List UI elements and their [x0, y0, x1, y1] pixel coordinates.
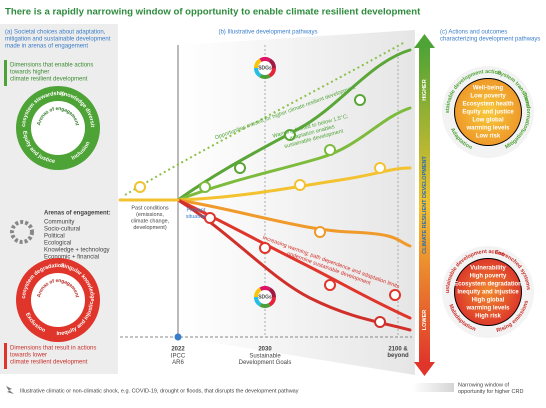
lower-label: Dimensions that result in actions: [10, 346, 96, 352]
pathway-node: [354, 94, 366, 106]
past-conditions: Past conditions: [131, 205, 169, 211]
outcome: Ecosystem health: [462, 102, 513, 108]
window-note: opportunity for higher CRD: [458, 389, 523, 395]
ring-label-path: Transformation: [520, 92, 531, 133]
arenas-heading: Arenas of engagement:: [44, 211, 111, 217]
panel-c-heading: (c) Actions and outcomes: [440, 30, 507, 36]
arena: Community: [44, 220, 74, 226]
lower-bar: [4, 343, 7, 369]
panel-b-heading: (b) Illustrative development pathways: [218, 30, 317, 36]
outcome: Vulnerability: [470, 266, 506, 272]
window-note: Narrowing window of: [458, 382, 510, 388]
lower-label: towards lower: [10, 353, 47, 359]
enable-bar: [4, 60, 7, 86]
ring-inner: [31, 273, 85, 327]
pathway: [176, 198, 412, 248]
pathway-node: [204, 212, 216, 224]
axis-label: AR6: [172, 360, 184, 366]
sdg-center: [258, 290, 272, 304]
pathway-node: [374, 162, 386, 174]
pathway-node: [259, 242, 271, 254]
axis-label: 2100 &: [388, 347, 408, 353]
past-conditions: climate change,: [131, 218, 170, 224]
arena: Political: [44, 234, 65, 240]
outcome: Well-being: [473, 86, 504, 92]
axis-label: Development Goals: [239, 360, 292, 366]
sdgs-label: SDGs: [258, 294, 272, 300]
higher-label: HIGHER: [422, 79, 428, 100]
enable-label: climate resilient development: [10, 77, 88, 83]
sdgs-label: SDGs: [258, 65, 272, 71]
lower-label: climate resilient development: [10, 360, 88, 366]
sdg-center: [258, 61, 272, 75]
pathway-node: [389, 289, 401, 301]
outcome: Equity and justice: [462, 110, 514, 116]
shock-icon: [6, 386, 14, 394]
panel-c-heading: characterizing development pathways: [440, 37, 540, 43]
axis-year: 2022: [171, 347, 185, 353]
gear: [10, 220, 34, 244]
outcome: High global: [472, 298, 505, 304]
window-shade: [178, 30, 415, 375]
outcome-disc: [455, 79, 521, 145]
outcome: warming levels: [465, 126, 510, 132]
past-conditions: (emissions,: [136, 212, 164, 218]
arena: Ecological: [44, 241, 71, 247]
axis-label: Sustainable: [249, 354, 281, 360]
axis-year: 2030: [258, 347, 272, 353]
outcome: High risk: [475, 314, 501, 320]
arena: Economic + financial: [44, 255, 99, 261]
outcome: High poverty: [470, 274, 507, 280]
arena: Socio-cultural: [44, 227, 80, 233]
crd-arrow: [419, 46, 430, 364]
lower-label: LOWER: [422, 310, 428, 330]
pathway: [176, 48, 412, 202]
pathway-node: [374, 316, 386, 328]
window-legend: [412, 383, 454, 392]
pathway-node: [134, 181, 146, 193]
past-conditions: development): [133, 225, 166, 231]
crd-title: CLIMATE RESILIENT DEVELOPMENT: [422, 156, 428, 254]
pathway: [176, 106, 412, 202]
panel-a-heading: (a) Societal choices about adaptation,: [5, 30, 106, 36]
outcome: Low global: [472, 118, 504, 124]
present-dot: [174, 333, 182, 341]
outcome: Ecosystem degradation: [454, 282, 522, 288]
outcome-disc: [455, 259, 521, 325]
outcome: Low poverty: [470, 94, 506, 100]
outcome: Inequity and injustice: [457, 290, 519, 296]
ring-label: Transformation: [520, 92, 531, 133]
pathway-node: [199, 181, 211, 193]
present-situation: situation: [186, 214, 207, 220]
arena: Knowledge + technology: [44, 248, 110, 254]
outcome: warming levels: [465, 306, 510, 312]
axis-label: IPCC: [171, 354, 186, 360]
pathway-node: [284, 129, 296, 141]
panel-a-heading: mitigation and sustainable development: [5, 37, 111, 43]
panel-a-heading: made in arenas of engagement: [5, 44, 88, 50]
enable-label: towards higher: [10, 70, 49, 76]
pathway-node: [324, 144, 336, 156]
ring-inner: [31, 101, 85, 155]
pathway: [176, 198, 412, 320]
present-situation: Present: [187, 207, 206, 213]
title: There is a rapidly narrowing window of o…: [5, 7, 421, 18]
pathway-node: [324, 279, 336, 291]
arrow-down: [414, 362, 435, 376]
pathway-node: [294, 179, 306, 191]
arrow-up: [414, 34, 435, 48]
pathway: [176, 166, 412, 202]
pathway-node: [314, 226, 326, 238]
pathway-node: [234, 162, 246, 174]
shock-note: Illustrative climatic or non-climatic sh…: [20, 388, 299, 394]
missed-pathway: [124, 41, 406, 196]
enable-label: Dimensions that enable actions: [10, 63, 93, 69]
outcome: Low risk: [476, 134, 501, 140]
axis-label: beyond: [387, 353, 409, 359]
